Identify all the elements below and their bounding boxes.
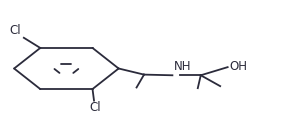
Text: NH: NH	[174, 60, 191, 73]
Text: Cl: Cl	[9, 24, 21, 37]
Text: OH: OH	[229, 60, 247, 73]
Text: Cl: Cl	[90, 101, 101, 114]
